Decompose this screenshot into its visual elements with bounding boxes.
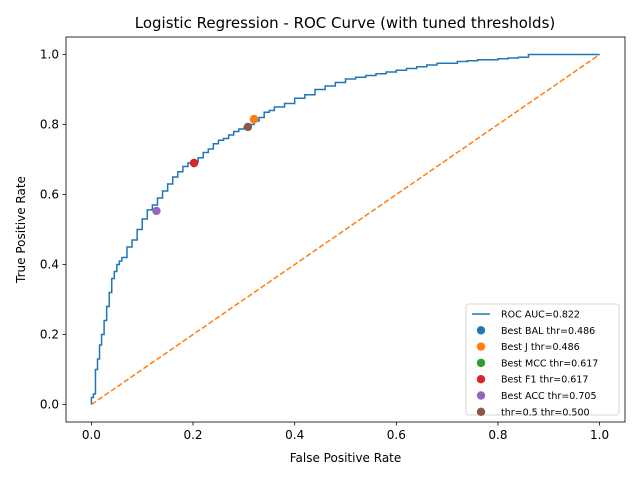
axes-frame	[65, 36, 626, 423]
x-axis-label: False Positive Rate	[290, 451, 402, 465]
roc-curve-line	[90, 53, 600, 405]
x-tick-label: 1.0	[590, 428, 609, 442]
legend-point-swatch	[476, 342, 486, 351]
x-tick-label: 0.0	[82, 428, 101, 442]
legend-point-swatch	[476, 391, 486, 400]
legend-point-label: Best BAL thr=0.486	[501, 326, 595, 337]
y-tick-label: 0.2	[40, 328, 59, 342]
y-tick-label: 1.0	[40, 48, 59, 62]
legend-point-swatch	[476, 375, 486, 384]
chance-diagonal-line	[90, 53, 601, 406]
threshold-point-5	[152, 206, 161, 216]
threshold-point-6	[243, 122, 253, 132]
y-axis-label: True Positive Rate	[14, 176, 28, 284]
legend-roc-label: ROC AUC=0.822	[501, 310, 580, 321]
x-tick-label: 0.6	[387, 428, 406, 442]
legend-point-swatch	[476, 358, 486, 368]
y-tick-label: 0.0	[40, 398, 59, 412]
y-tick-label: 0.6	[40, 188, 59, 202]
plot-area	[90, 53, 601, 406]
legend-box	[465, 303, 620, 416]
legend-point-label: Best MCC thr=0.617	[501, 358, 598, 369]
chart-title: Logistic Regression - ROC Curve (with tu…	[135, 14, 556, 32]
x-tick-label: 0.4	[285, 428, 304, 442]
y-tick-label: 0.8	[40, 118, 59, 132]
legend-point-label: Best F1 thr=0.617	[501, 375, 588, 386]
legend-point-label: Best ACC thr=0.705	[501, 391, 596, 402]
legend: ROC AUC=0.822 Best BAL thr=0.486 Best J th…	[465, 303, 620, 418]
x-tick-label: 0.8	[488, 428, 507, 442]
legend-point-swatch	[476, 326, 486, 335]
legend-point-swatch	[476, 407, 486, 416]
legend-point-label: thr=0.5 thr=0.500	[501, 407, 590, 418]
threshold-point-4	[189, 158, 199, 168]
y-tick-label: 0.4	[40, 258, 59, 272]
axis-ticks: 0.0 0.2 0.4 0.6 0.8 1.0 0.0 0.2 0.4 0.6 0.8 1.0	[40, 48, 609, 442]
threshold-point-2	[249, 115, 259, 124]
x-tick-label: 0.2	[183, 428, 202, 442]
legend-point-label: Best J thr=0.486	[501, 342, 580, 353]
